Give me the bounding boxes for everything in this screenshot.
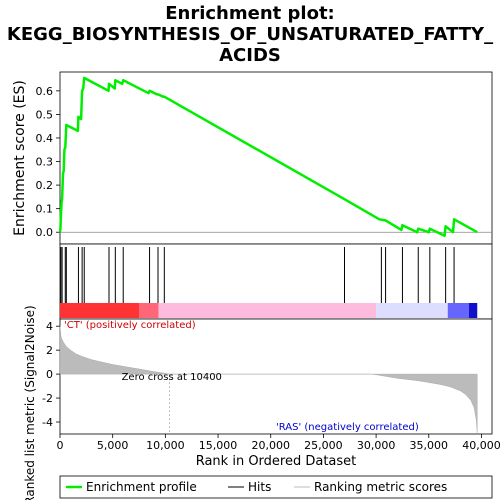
heatmap-segment	[158, 303, 377, 318]
legend-label-metric: Ranking metric scores	[314, 480, 447, 494]
heatmap-segment	[139, 303, 159, 318]
chart-title-line-3: ACIDS	[219, 45, 281, 66]
hits-panel	[59, 243, 493, 320]
enrichment-profile-line	[58, 76, 478, 238]
metric-y-tick-label: 2	[46, 344, 53, 357]
ranking-metric-area	[59, 326, 478, 433]
es-y-tick-label: 0.4	[36, 132, 54, 145]
zero-cross-label: Zero cross at 10400	[122, 372, 222, 383]
heatmap-segment	[447, 303, 469, 318]
metric-y-tick-label: -2	[42, 392, 53, 405]
legend-label-enrichment: Enrichment profile	[86, 480, 197, 494]
x-tick-label: 10,000	[146, 439, 185, 452]
es-panel: 0.0 0.1 0.2 0.3 0.4 0.5 0.6 Enrichment score (…	[12, 71, 493, 245]
metric-y-tick-label: -4	[42, 416, 53, 429]
es-y-tick-label: 0.5	[36, 108, 54, 121]
es-y-axis-label: Enrichment score (ES)	[12, 80, 28, 236]
negative-correlation-label: 'RAS' (negatively correlated)	[276, 422, 419, 433]
legend-frame	[59, 475, 493, 499]
positive-correlation-label: 'CT' (positively correlated)	[64, 320, 196, 331]
heatmap-segment	[60, 303, 140, 318]
x-tick-label: 35,000	[410, 439, 449, 452]
es-y-tick-label: 0.6	[36, 85, 54, 98]
es-y-tick-label: 0.3	[36, 156, 54, 169]
heatmap-segment	[468, 303, 478, 318]
chart-title-line-2: KEGG_BIOSYNTHESIS_OF_UNSATURATED_FATTY_	[7, 24, 493, 45]
chart-title-line-1: Enrichment plot:	[165, 3, 335, 24]
es-y-tick-label: 0.1	[36, 203, 54, 216]
es-y-tick-label: 0.0	[36, 226, 54, 239]
es-panel-frame	[59, 71, 493, 245]
es-y-tick-label: 0.2	[36, 179, 54, 192]
metric-y-axis-label: Ranked list metric (Signal2Noise)	[23, 305, 37, 500]
x-tick-label: 40,000	[462, 439, 500, 452]
x-tick-label: 30,000	[357, 439, 396, 452]
legend: Enrichment profile Hits Ranking metric s…	[59, 475, 493, 499]
metric-panel: -4 -2 0 2 4 'CT' (positively correlated) Zer…	[23, 305, 493, 500]
x-tick-label: 15,000	[199, 439, 238, 452]
metric-y-tick-label: 4	[46, 320, 53, 333]
x-tick-label: 5,000	[97, 439, 129, 452]
x-tick-label: 20,000	[251, 439, 290, 452]
heatmap-segment	[376, 303, 448, 318]
legend-label-hits: Hits	[248, 480, 271, 494]
metric-y-tick-label: 0	[46, 368, 53, 381]
x-axis-label: Rank in Ordered Dataset	[196, 454, 357, 469]
x-tick-label: 0	[57, 439, 64, 452]
x-tick-label: 25,000	[304, 439, 343, 452]
